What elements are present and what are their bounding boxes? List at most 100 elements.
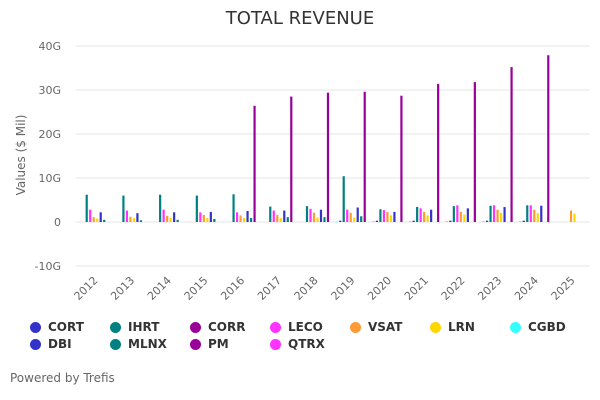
bar-leco-2022[interactable] (456, 205, 459, 222)
legend-item-vsat[interactable]: VSAT (350, 319, 430, 335)
bar-leco-2019[interactable] (346, 209, 349, 222)
bar-dbi-2019[interactable] (339, 220, 342, 222)
bar-cort-2020[interactable] (393, 211, 396, 222)
legend-item-ihrt[interactable]: IHRT (110, 319, 190, 335)
bar-lrn-2012[interactable] (96, 218, 99, 222)
bar-cgbd-2024[interactable] (519, 221, 522, 222)
bar-mlnx-2016[interactable] (249, 218, 253, 222)
bar-lrn-2014[interactable] (169, 218, 172, 222)
bar-lrn-2024[interactable] (536, 213, 539, 222)
bar-cgbd-2021[interactable] (409, 221, 412, 222)
bar-cort-2012[interactable] (99, 212, 102, 222)
bar-mlnx-2018[interactable] (323, 217, 326, 222)
legend-item-leco[interactable]: LECO (270, 319, 350, 335)
bar-vsat-2019[interactable] (349, 212, 352, 222)
bar-pm-2021[interactable] (437, 83, 440, 222)
bar-pm-2017[interactable] (290, 96, 293, 222)
bar-vsat-2025[interactable] (569, 210, 573, 222)
bar-pm-2020[interactable] (400, 95, 403, 222)
bar-mlnx-2019[interactable] (360, 216, 363, 222)
bar-vsat-2022[interactable] (459, 211, 462, 222)
bar-leco-2013[interactable] (125, 210, 129, 222)
bar-cort-2024[interactable] (540, 205, 543, 222)
bar-cort-2022[interactable] (466, 208, 469, 222)
bar-cort-2019[interactable] (356, 207, 359, 222)
bar-ihrt-2022[interactable] (452, 206, 455, 222)
bar-vsat-2016[interactable] (239, 215, 242, 222)
bar-cort-2013[interactable] (136, 213, 139, 222)
bar-vsat-2017[interactable] (276, 214, 279, 222)
bar-cort-2021[interactable] (430, 209, 433, 222)
bar-leco-2024[interactable] (529, 205, 532, 222)
bar-ihrt-2014[interactable] (159, 194, 162, 222)
bar-lrn-2023[interactable] (499, 212, 503, 222)
bar-lrn-2018[interactable] (316, 217, 319, 222)
bar-lrn-2021[interactable] (426, 215, 429, 222)
bar-lrn-2017[interactable] (279, 218, 282, 222)
bar-vsat-2014[interactable] (166, 215, 169, 222)
bar-mlnx-2017[interactable] (286, 217, 289, 222)
bar-dbi-2024[interactable] (522, 220, 525, 222)
legend-item-pm[interactable]: PM (190, 336, 270, 352)
bar-dbi-2023[interactable] (485, 220, 489, 222)
bar-ihrt-2021[interactable] (416, 207, 419, 222)
bar-lrn-2025[interactable] (573, 213, 576, 222)
bar-lrn-2022[interactable] (463, 214, 466, 222)
bar-ihrt-2020[interactable] (379, 209, 382, 222)
bar-vsat-2012[interactable] (92, 217, 95, 222)
bar-pm-2022[interactable] (473, 82, 476, 222)
legend-item-cort[interactable]: CORT (30, 319, 110, 335)
bar-cort-2016[interactable] (246, 211, 249, 222)
bar-cgbd-2019[interactable] (335, 221, 338, 223)
bar-ihrt-2018[interactable] (305, 206, 309, 222)
legend-item-dbi[interactable]: DBI (30, 336, 110, 352)
bar-leco-2021[interactable] (419, 208, 422, 222)
bar-ihrt-2019[interactable] (342, 176, 345, 222)
bar-leco-2012[interactable] (89, 209, 92, 222)
bar-cort-2014[interactable] (173, 212, 176, 222)
bar-dbi-2022[interactable] (449, 220, 452, 222)
bar-dbi-2021[interactable] (412, 220, 415, 222)
bar-mlnx-2014[interactable] (176, 219, 179, 222)
bar-lrn-2020[interactable] (389, 215, 393, 222)
credits-link[interactable]: Powered by Trefis (10, 371, 115, 385)
bar-lrn-2013[interactable] (132, 218, 136, 222)
legend-item-cgbd[interactable]: CGBD (510, 319, 590, 335)
bar-vsat-2013[interactable] (129, 216, 132, 222)
bar-vsat-2015[interactable] (202, 214, 205, 222)
legend-item-mlnx[interactable]: MLNX (110, 336, 190, 352)
bar-dbi-2020[interactable] (375, 220, 379, 222)
bar-ihrt-2017[interactable] (269, 206, 272, 222)
bar-mlnx-2013[interactable] (139, 220, 143, 222)
bar-ihrt-2016[interactable] (232, 194, 235, 222)
bar-cgbd-2020[interactable] (372, 221, 375, 222)
bar-lrn-2015[interactable] (206, 218, 209, 222)
legend-item-qtrx[interactable]: QTRX (270, 336, 350, 352)
bar-ihrt-2013[interactable] (122, 195, 125, 222)
bar-leco-2015[interactable] (199, 212, 202, 222)
bar-pm-2016[interactable] (253, 105, 256, 222)
bar-lrn-2016[interactable] (242, 218, 246, 222)
bar-vsat-2018[interactable] (312, 212, 316, 222)
bar-ihrt-2012[interactable] (85, 194, 88, 222)
bar-leco-2016[interactable] (235, 212, 239, 222)
bar-ihrt-2024[interactable] (526, 205, 529, 222)
bar-leco-2018[interactable] (309, 208, 312, 222)
bar-vsat-2021[interactable] (423, 211, 426, 222)
bar-cort-2017[interactable] (283, 210, 286, 222)
bar-pm-2019[interactable] (363, 91, 366, 222)
bar-cort-2018[interactable] (319, 209, 323, 222)
bar-cgbd-2022[interactable] (445, 221, 448, 222)
bar-cort-2015[interactable] (209, 211, 212, 222)
bar-vsat-2023[interactable] (496, 209, 499, 222)
legend-item-lrn[interactable]: LRN (430, 319, 510, 335)
bar-lrn-2019[interactable] (353, 217, 356, 222)
bar-mlnx-2015[interactable] (213, 218, 216, 222)
bar-vsat-2024[interactable] (533, 209, 536, 222)
bar-leco-2023[interactable] (492, 205, 496, 222)
bar-pm-2018[interactable] (326, 92, 330, 222)
bar-mlnx-2012[interactable] (103, 219, 106, 222)
bar-ihrt-2023[interactable] (489, 205, 492, 222)
bar-cort-2023[interactable] (503, 207, 506, 222)
legend-item-corr[interactable]: CORR (190, 319, 270, 335)
